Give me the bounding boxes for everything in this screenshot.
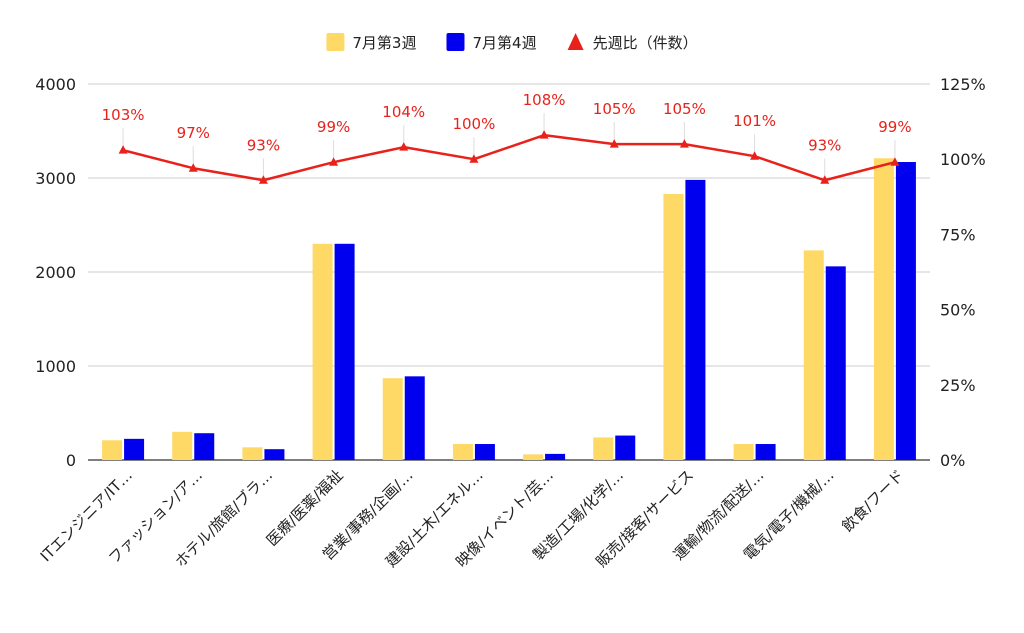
ratio-label-5: 100%: [452, 115, 495, 133]
bar-0-0: [102, 440, 123, 460]
ratio-label-7: 105%: [593, 100, 636, 118]
bar-0-11: [873, 158, 894, 460]
right-tick-label: 75%: [940, 225, 976, 244]
bar-0-4: [382, 378, 403, 460]
ratio-label-6: 108%: [523, 91, 566, 109]
bar-0-6: [523, 454, 544, 460]
ratio-marker-6: [539, 130, 549, 139]
right-tick-label: 25%: [940, 376, 976, 395]
ratio-label-8: 105%: [663, 100, 706, 118]
ratio-label-3: 99%: [317, 118, 350, 136]
bar-1-5: [474, 444, 495, 460]
bar-0-1: [172, 431, 193, 460]
bar-1-9: [755, 444, 776, 460]
bar-0-3: [312, 243, 333, 460]
legend-label-2: 先週比（件数）: [593, 34, 698, 52]
ratio-label-11: 99%: [878, 118, 911, 136]
ratio-marker-5: [469, 154, 479, 163]
ratio-marker-0: [118, 145, 128, 154]
ratio-marker-7: [609, 139, 619, 148]
right-tick-label: 125%: [940, 75, 986, 94]
legend-swatch-1: [446, 33, 465, 51]
ratio-marker-2: [258, 175, 268, 184]
category-label-11: 飲食/フード: [838, 466, 907, 535]
bar-1-4: [404, 376, 425, 460]
bar-1-8: [685, 179, 706, 460]
ratio-marker-3: [329, 157, 339, 166]
ratio-marker-4: [399, 142, 409, 151]
legend-label-0: 7月第3週: [352, 34, 416, 52]
legend-label-1: 7月第4週: [472, 34, 536, 52]
ratio-label-0: 103%: [102, 106, 145, 124]
bar-1-10: [825, 266, 846, 460]
bar-0-7: [593, 437, 614, 460]
left-tick-label: 2000: [35, 263, 76, 282]
bar-0-5: [452, 444, 473, 460]
bars: [102, 158, 916, 461]
bar-1-3: [334, 243, 355, 460]
legend-swatch-2: [567, 33, 584, 50]
right-tick-label: 0%: [940, 451, 965, 470]
legend-swatch-0: [326, 33, 345, 51]
ratio-marker-10: [820, 175, 830, 184]
ratio-label-9: 101%: [733, 112, 776, 130]
bar-1-6: [545, 453, 566, 460]
left-tick-label: 0: [66, 451, 76, 470]
x-axis-categories: ITエンジニア/IT…ファッション/ア…ホテル/旅館/ブラ…医療/医薬/福祉営業…: [37, 466, 908, 571]
ratio-label-4: 104%: [382, 103, 425, 121]
legend: 7月第3週 7月第4週 先週比（件数）: [326, 33, 698, 52]
bar-0-2: [242, 447, 263, 460]
ratio-marker-9: [750, 151, 760, 160]
bar-0-8: [663, 193, 684, 461]
ratio-label-1: 97%: [177, 124, 210, 142]
left-tick-label: 1000: [35, 357, 76, 376]
bar-1-2: [264, 449, 285, 460]
ratio-line: 103% 97% 93% 99% 104% 100% 108% 105% 105% 101% 93%…: [102, 91, 912, 184]
right-tick-label: 100%: [940, 150, 986, 169]
left-tick-label: 3000: [35, 169, 76, 188]
bar-1-0: [124, 438, 145, 460]
bar-0-9: [733, 444, 754, 460]
ratio-polyline: [122, 133, 896, 182]
ratio-label-10: 93%: [808, 136, 841, 154]
bar-1-1: [194, 433, 215, 460]
bar-0-10: [803, 250, 824, 460]
ratio-marker-1: [188, 163, 198, 172]
ratio-marker-8: [679, 139, 689, 148]
left-y-axis: 0 1000 2000 3000 4000: [35, 75, 76, 470]
ratio-marker-11: [890, 157, 900, 166]
gridlines: [88, 83, 930, 461]
bar-1-11: [895, 162, 916, 460]
bar-1-7: [615, 435, 636, 460]
left-tick-label: 4000: [35, 75, 76, 94]
ratio-label-2: 93%: [247, 136, 280, 154]
right-tick-label: 50%: [940, 301, 976, 320]
right-y-axis: 0% 25% 50% 75% 100% 125%: [940, 75, 986, 470]
